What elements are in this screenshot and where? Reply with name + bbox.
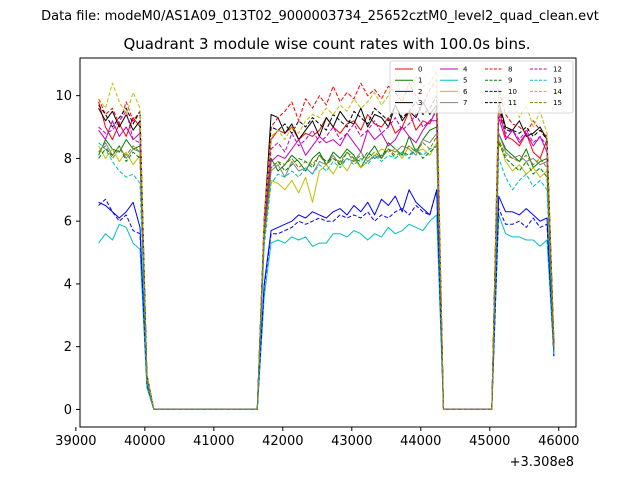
x-tick-label: 40000 bbox=[124, 434, 165, 449]
plot-frame bbox=[79, 57, 577, 428]
chart-title: Quadrant 3 module wise count rates with … bbox=[123, 35, 530, 53]
legend-label-14: 14 bbox=[553, 88, 562, 96]
legend-label-6: 6 bbox=[463, 88, 468, 96]
legend-label-15: 15 bbox=[553, 99, 562, 107]
x-tick-label: 45000 bbox=[469, 434, 510, 449]
legend-label-5: 5 bbox=[463, 77, 467, 85]
y-tick-label: 4 bbox=[64, 277, 72, 292]
legend-label-8: 8 bbox=[508, 66, 512, 74]
x-offset-label: +3.308e8 bbox=[510, 455, 574, 470]
legend-label-4: 4 bbox=[463, 66, 468, 74]
y-tick-label: 10 bbox=[55, 89, 72, 104]
legend-label-0: 0 bbox=[418, 66, 422, 74]
x-tick-label: 46000 bbox=[538, 434, 579, 449]
x-tick-label: 43000 bbox=[331, 434, 372, 449]
legend-box bbox=[389, 60, 574, 114]
y-axis: 0 2 4 6 8 10 bbox=[55, 89, 80, 418]
legend-label-12: 12 bbox=[553, 66, 562, 74]
legend-label-2: 2 bbox=[418, 88, 422, 96]
y-tick-label: 8 bbox=[64, 152, 72, 167]
y-tick-label: 6 bbox=[64, 215, 72, 230]
x-tick-label: 42000 bbox=[262, 434, 303, 449]
y-tick-label: 0 bbox=[64, 403, 72, 418]
series-layer bbox=[98, 70, 555, 410]
x-tick-label: 44000 bbox=[400, 434, 441, 449]
legend-label-9: 9 bbox=[508, 77, 512, 85]
legend-label-11: 11 bbox=[508, 99, 517, 107]
legend-label-10: 10 bbox=[508, 88, 517, 96]
x-axis: 39000 40000 41000 42000 43000 44000 45000 46000 bbox=[55, 427, 579, 449]
x-tick-label: 39000 bbox=[55, 434, 96, 449]
y-tick-label: 2 bbox=[64, 340, 72, 355]
figure-suptitle: Data file: modeM0/AS1A09_013T02_90000037… bbox=[41, 9, 599, 24]
series-line-15 bbox=[98, 135, 555, 410]
legend-label-7: 7 bbox=[463, 99, 467, 107]
legend-label-3: 3 bbox=[418, 99, 422, 107]
x-tick-label: 41000 bbox=[193, 434, 234, 449]
legend-label-13: 13 bbox=[553, 77, 562, 85]
legend-label-1: 1 bbox=[418, 77, 422, 85]
